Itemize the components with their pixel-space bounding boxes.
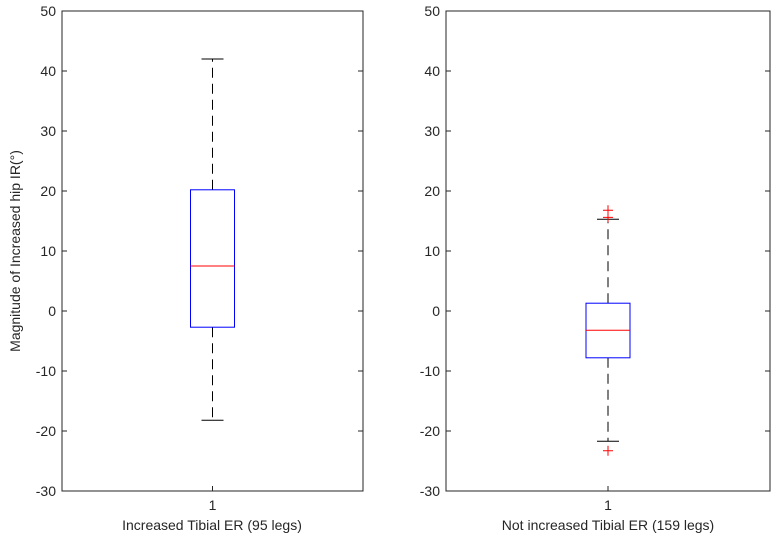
- outlier-marker: [603, 445, 613, 456]
- y-tick-label: 0: [48, 303, 56, 319]
- y-tick-label: 10: [40, 243, 56, 259]
- y-tick-label: 20: [40, 183, 56, 199]
- y-tick-label: 50: [40, 3, 56, 19]
- y-tick-label: 50: [424, 3, 440, 19]
- y-tick-label: -10: [36, 363, 56, 379]
- x-axis-label-right: Not increased Tibial ER (159 legs): [502, 517, 714, 533]
- y-tick-label: -10: [420, 363, 440, 379]
- subplot-2: -30 -20 -10 0 10 20 30 40 50 1: [420, 3, 771, 513]
- y-tick-label: 20: [424, 183, 440, 199]
- y-tick-label: 0: [432, 303, 440, 319]
- y-axis-label: Magnitude of Increased hip IR(°): [7, 150, 23, 352]
- y-tick-label: 30: [424, 123, 440, 139]
- y-tick-label: -30: [36, 483, 56, 499]
- x-tick-label: 1: [209, 497, 217, 513]
- y-tick-label: -20: [36, 423, 56, 439]
- x-axis-label-left: Increased Tibial ER (95 legs): [122, 517, 302, 533]
- x-tick-label: 1: [604, 497, 612, 513]
- outlier-marker: [603, 212, 613, 223]
- y-tick-label: -20: [420, 423, 440, 439]
- y-tick-label: 40: [40, 63, 56, 79]
- y-tick-label: 10: [424, 243, 440, 259]
- box: [190, 189, 235, 328]
- y-tick-label: 40: [424, 63, 440, 79]
- axes-box: [61, 10, 364, 492]
- subplot-1: -30 -20 -10 0 10 20 30 40 50 1: [36, 3, 364, 513]
- y-tick-label: -30: [420, 483, 440, 499]
- y-tick-label: 30: [40, 123, 56, 139]
